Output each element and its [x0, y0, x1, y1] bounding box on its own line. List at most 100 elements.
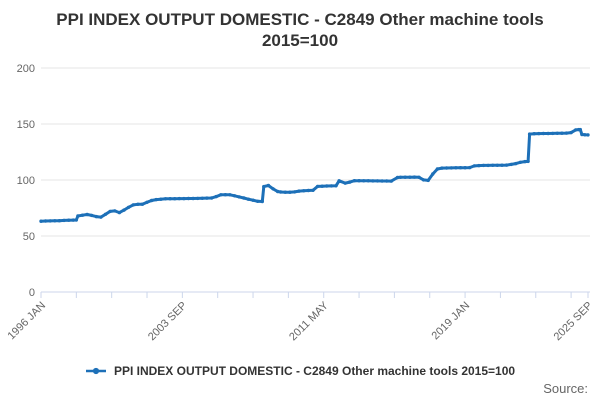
data-point-marker: [149, 198, 154, 203]
data-point-marker: [583, 133, 587, 137]
x-axis-label: 1996 JAN: [5, 300, 48, 343]
data-point-marker: [320, 184, 324, 188]
data-point-marker: [518, 160, 523, 164]
data-point-marker: [223, 193, 228, 197]
data-point-marker: [329, 184, 334, 188]
data-point-marker: [53, 219, 57, 223]
data-point-marker: [43, 219, 48, 223]
data-point-marker: [371, 179, 375, 183]
plot-area: 0 50 100 150 200 1996 JAN 2003 SEP 2011 MAY 2019…: [5, 63, 595, 343]
data-point-marker: [279, 190, 283, 194]
data-point-marker: [292, 190, 297, 194]
data-point-marker: [580, 132, 584, 137]
data-point-marker: [398, 175, 403, 179]
data-point-marker: [403, 175, 407, 179]
data-point-marker: [468, 165, 472, 170]
data-point-marker: [541, 131, 546, 136]
data-point-marker: [205, 196, 209, 200]
data-point-marker: [288, 190, 292, 194]
data-point-marker: [262, 184, 266, 189]
data-point-marker: [504, 163, 509, 167]
data-point-marker: [209, 196, 214, 200]
chart-title: PPI INDEX OUTPUT DOMESTIC - C2849 Other …: [56, 10, 544, 51]
data-point-marker: [108, 209, 112, 214]
data-point-marker: [74, 218, 79, 222]
data-point-marker: [71, 218, 76, 222]
data-point-marker: [196, 196, 200, 201]
data-point-marker: [491, 163, 495, 167]
data-point-marker: [380, 179, 384, 183]
data-point-marker: [177, 196, 181, 201]
data-point-marker: [200, 196, 204, 200]
data-point-marker: [48, 219, 52, 223]
data-point-marker: [191, 196, 195, 201]
data-point-marker: [395, 175, 400, 180]
data-point-marker: [117, 210, 122, 215]
data-point-marker: [532, 132, 536, 136]
data-point-marker: [426, 178, 430, 183]
data-point-marker: [472, 164, 476, 168]
data-point-marker: [76, 214, 80, 218]
data-point-marker: [514, 161, 518, 166]
data-point-marker: [334, 184, 338, 188]
data-point-marker: [99, 215, 103, 219]
data-point-marker: [417, 175, 421, 179]
data-point-marker: [126, 205, 131, 209]
data-point-marker: [260, 199, 264, 204]
data-point-marker: [214, 194, 218, 199]
data-point-marker: [408, 175, 412, 179]
data-point-marker: [458, 166, 463, 170]
data-point-marker: [578, 127, 582, 132]
data-point-marker: [62, 218, 66, 223]
legend-marker-icon: [85, 367, 106, 375]
data-point-marker: [500, 163, 504, 167]
data-point-marker: [385, 179, 389, 183]
data-point-marker: [560, 131, 564, 135]
data-point-marker: [527, 132, 532, 136]
data-point-marker: [219, 193, 223, 197]
series-line[interactable]: [39, 128, 590, 223]
data-point-marker: [39, 219, 43, 223]
y-axis-label: 50: [23, 231, 35, 243]
data-point-marker: [523, 159, 527, 164]
data-point-marker: [337, 179, 341, 183]
data-point-marker: [131, 203, 135, 207]
data-point-marker: [444, 166, 449, 170]
data-point-marker: [242, 196, 246, 200]
data-point-marker: [251, 198, 255, 202]
data-point-marker: [154, 197, 158, 202]
data-point-marker: [182, 196, 186, 201]
data-point-marker: [564, 131, 569, 135]
data-point-marker: [246, 197, 251, 201]
data-point-marker: [412, 175, 417, 179]
data-point-marker: [90, 213, 94, 218]
y-axis-label: 0: [29, 287, 35, 299]
data-point-marker: [481, 163, 486, 168]
x-axis-label: 2019 JAN: [430, 300, 473, 343]
data-point-marker: [486, 163, 490, 168]
data-point-marker: [275, 189, 280, 194]
data-point-marker: [431, 172, 435, 176]
data-point-marker: [168, 197, 172, 201]
data-point-marker: [366, 179, 370, 183]
data-point-marker: [271, 187, 275, 191]
data-point-marker: [80, 213, 85, 217]
y-axis-label: 150: [17, 119, 35, 131]
y-axis-label: 100: [17, 175, 35, 187]
data-point-marker: [94, 214, 99, 219]
data-point-marker: [163, 197, 168, 201]
data-point-marker: [255, 199, 260, 203]
y-axis-label: 200: [17, 63, 35, 75]
data-point-marker: [551, 131, 555, 136]
legend-item[interactable]: PPI INDEX OUTPUT DOMESTIC - C2849 Other …: [85, 364, 515, 378]
data-point-marker: [435, 167, 440, 171]
data-point-marker: [454, 166, 458, 170]
data-point-marker: [306, 188, 311, 193]
data-point-marker: [574, 128, 578, 132]
data-point-marker: [440, 166, 444, 170]
data-point-marker: [449, 166, 453, 170]
data-point-marker: [495, 163, 499, 167]
data-point-marker: [145, 200, 149, 204]
data-point-marker: [297, 189, 301, 193]
